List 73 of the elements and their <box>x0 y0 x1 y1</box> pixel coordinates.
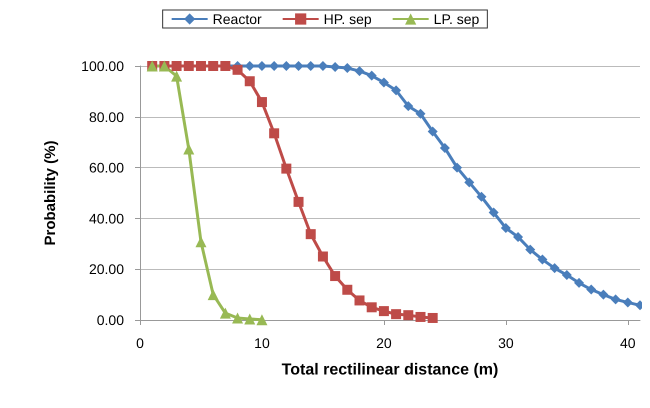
point <box>366 70 377 81</box>
y-tick-label: 60.00 <box>88 160 124 176</box>
x-tick-label: 40 <box>620 335 636 351</box>
point <box>172 61 182 71</box>
point <box>403 310 414 320</box>
legend-label: HP. sep <box>324 11 372 27</box>
point <box>500 223 511 234</box>
x-tick-label: 0 <box>136 335 144 351</box>
point <box>428 126 438 137</box>
point <box>171 70 182 82</box>
point <box>184 61 194 71</box>
point <box>306 61 316 71</box>
x-tick-label: 30 <box>498 335 514 351</box>
point <box>415 312 426 322</box>
point <box>196 61 206 71</box>
point <box>428 312 438 323</box>
x-tick-label: 10 <box>254 335 270 351</box>
point <box>294 196 304 207</box>
point <box>220 308 231 319</box>
point <box>244 313 256 324</box>
point <box>440 143 450 154</box>
point <box>342 284 352 295</box>
point <box>476 192 486 202</box>
point <box>610 294 621 304</box>
point <box>330 62 340 72</box>
legend-label: LP. sep <box>434 11 480 27</box>
point <box>342 63 352 74</box>
point <box>244 61 255 71</box>
point <box>256 314 268 326</box>
point <box>281 164 292 174</box>
point <box>574 278 584 288</box>
point <box>391 309 402 320</box>
point <box>244 76 255 86</box>
point <box>208 289 219 300</box>
point <box>452 162 462 173</box>
y-tick-label: 80.00 <box>88 108 124 125</box>
point <box>598 290 608 300</box>
point <box>318 252 328 262</box>
y-axis-title: Probability (%) <box>42 140 59 246</box>
point <box>306 229 316 240</box>
point <box>269 61 280 71</box>
point <box>464 177 474 188</box>
point <box>550 263 560 274</box>
point <box>415 108 426 119</box>
point <box>403 101 414 112</box>
legend-label: Reactor <box>212 11 262 27</box>
point <box>195 236 206 248</box>
y-tick-label: 100.00 <box>81 58 124 74</box>
point <box>256 97 267 108</box>
point <box>562 270 572 280</box>
point <box>488 208 499 218</box>
y-tick-label: 20.00 <box>88 261 124 278</box>
point <box>537 254 548 265</box>
point <box>366 302 377 312</box>
point <box>269 128 280 138</box>
x-tick-label: 20 <box>376 335 392 351</box>
point <box>281 61 292 71</box>
point <box>513 232 524 242</box>
point <box>183 144 194 155</box>
point <box>232 64 243 75</box>
point <box>525 244 536 255</box>
point <box>391 85 402 96</box>
y-tick-label: 0.00 <box>96 312 124 328</box>
point <box>354 295 365 306</box>
point <box>378 306 389 316</box>
point <box>622 297 633 308</box>
point <box>330 271 340 282</box>
point <box>586 284 596 295</box>
y-tick-label: 40.00 <box>88 210 124 226</box>
point <box>232 312 244 324</box>
point <box>378 78 389 88</box>
x-axis-title: Total rectilinear distance (m) <box>282 362 498 378</box>
point <box>354 66 365 76</box>
